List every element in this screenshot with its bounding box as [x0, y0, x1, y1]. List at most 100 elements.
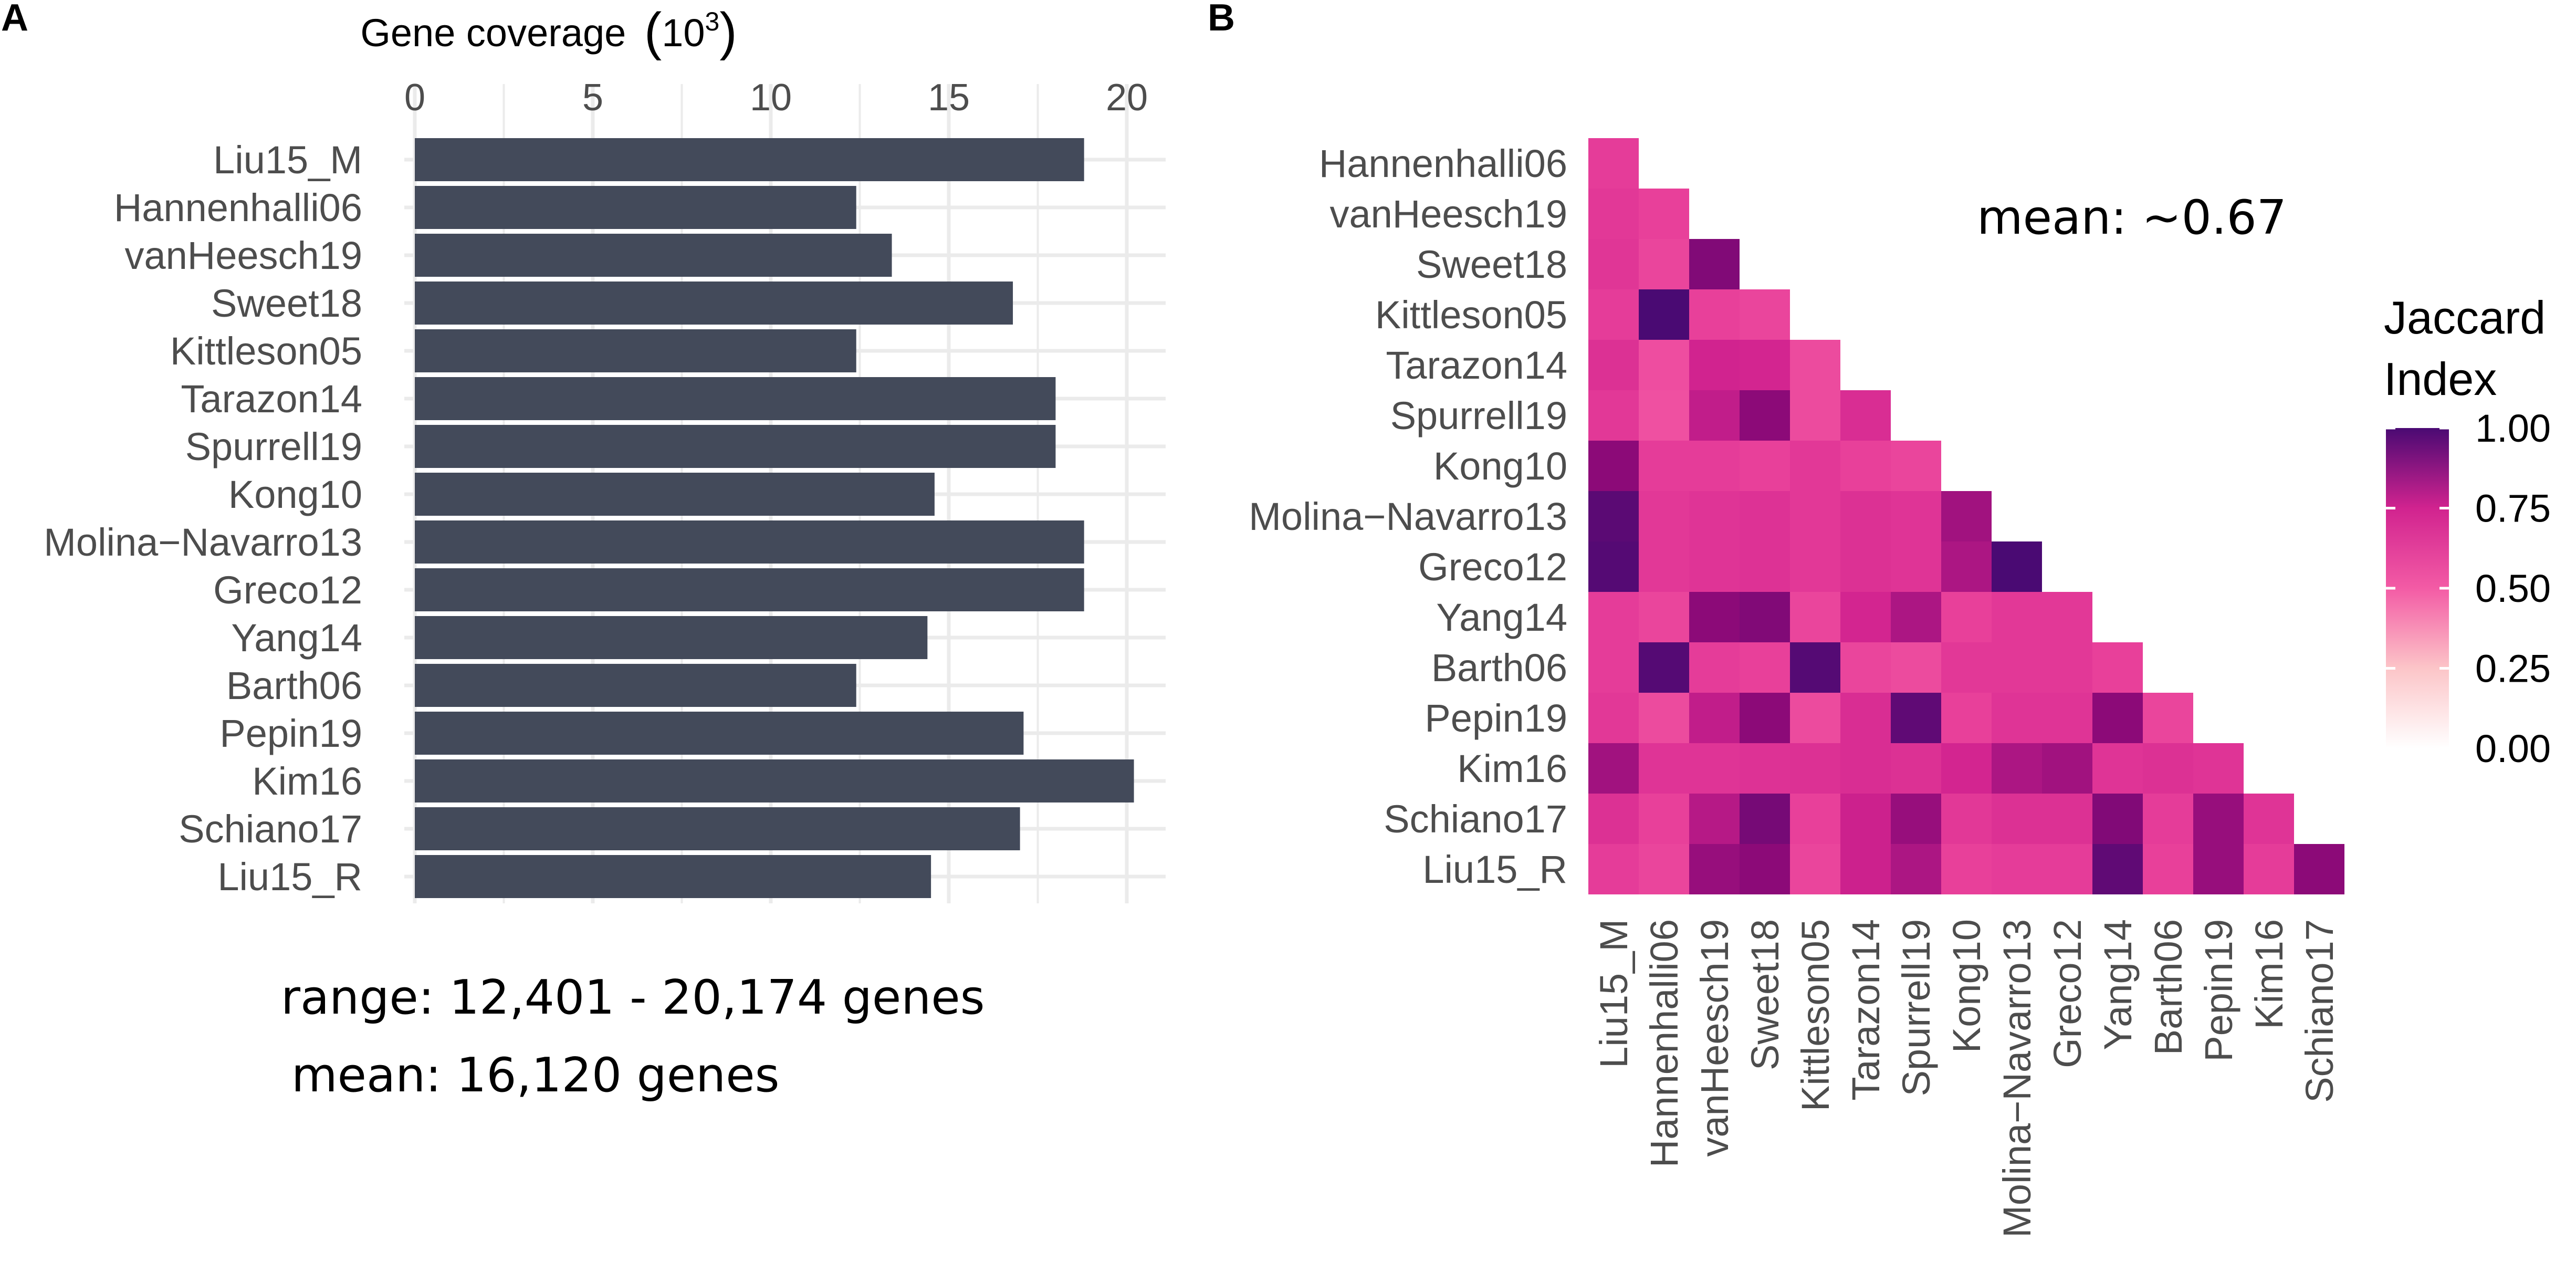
heatmap-cell — [2193, 743, 2244, 794]
heatmap-cell — [1740, 844, 1790, 894]
bar — [415, 186, 856, 229]
category-label: Sweet18 — [211, 282, 362, 325]
heatmap-cell — [1941, 794, 1992, 844]
heatmap-cell — [2092, 794, 2143, 844]
column-label: Hannenhalli06 — [1642, 919, 1686, 1168]
heatmap-cell — [1840, 844, 1891, 894]
heatmap-cell — [2294, 844, 2344, 894]
heatmap-cell — [2092, 693, 2143, 743]
heatmap-cell — [1790, 541, 1840, 592]
heatmap-cell — [1639, 390, 1689, 441]
heatmap-cell — [1740, 441, 1790, 491]
jaccard-legend: Jaccard Index 1.00 0.75 0.50 0.25 0.00 — [2384, 291, 2551, 770]
heatmap-cell — [1840, 794, 1891, 844]
bar-chart-y-ticks: Liu15_MHannenhalli06vanHeesch19Sweet18Ki… — [44, 138, 362, 899]
heatmap-cell — [2042, 794, 2092, 844]
category-label: Kittleson05 — [170, 329, 362, 373]
heatmap-cell — [1891, 693, 1941, 743]
heatmap-cell — [1639, 794, 1689, 844]
column-label: Barth06 — [2146, 919, 2190, 1055]
bar-chart-x-ticks: 0 5 10 15 20 — [404, 77, 1148, 119]
heatmap-cell — [1639, 289, 1689, 340]
column-label: Molina−Navarro13 — [1995, 919, 2039, 1238]
row-label: Greco12 — [1418, 545, 1567, 589]
heatmap-cell — [1740, 289, 1790, 340]
category-label: Liu15_R — [217, 855, 362, 899]
heatmap-cell — [1840, 491, 1891, 541]
heatmap-cell — [2143, 794, 2193, 844]
heatmap-cell — [1588, 441, 1639, 491]
heatmap-cell — [1588, 239, 1639, 289]
heatmap-cell — [1689, 390, 1740, 441]
heatmap-cell — [1588, 340, 1639, 390]
bar — [415, 377, 1056, 420]
row-label: Tarazon14 — [1386, 343, 1567, 387]
column-label: Liu15_M — [1592, 919, 1636, 1068]
coverage-range-annotation: range: 12,401 - 20,174 genes — [281, 970, 985, 1025]
column-label: Sweet18 — [1743, 919, 1787, 1070]
heatmap-cell — [1740, 642, 1790, 693]
heatmap-cell — [1689, 743, 1740, 794]
heatmap-cell — [1639, 340, 1689, 390]
bar — [415, 473, 935, 516]
heatmap-cell — [1689, 541, 1740, 592]
heatmap-cell — [1941, 491, 1992, 541]
heatmap-cell — [1588, 844, 1639, 894]
x-tick-label: 5 — [582, 77, 603, 119]
heatmap-cell — [1941, 541, 1992, 592]
heatmap-cell — [1992, 592, 2042, 642]
category-label: Pepin19 — [219, 712, 362, 755]
row-label: Sweet18 — [1416, 243, 1567, 286]
heatmap-cell — [1992, 541, 2042, 592]
heatmap-cell — [1639, 743, 1689, 794]
heatmap-cell — [1941, 693, 1992, 743]
row-label: Barth06 — [1431, 646, 1567, 690]
bar — [415, 329, 856, 372]
x-axis-title-text: Gene coverage — [360, 11, 626, 55]
heatmap-cell — [1588, 138, 1639, 189]
bar — [415, 759, 1134, 802]
column-label: vanHeesch19 — [1693, 919, 1736, 1157]
row-label: Hannenhalli06 — [1319, 142, 1567, 185]
legend-title-line-1: Jaccard — [2384, 291, 2546, 343]
heatmap-cells — [1588, 138, 2344, 894]
heatmap-cell — [1740, 390, 1790, 441]
heatmap-cell — [1992, 743, 2042, 794]
row-label: Kong10 — [1433, 444, 1567, 488]
bar — [415, 425, 1056, 468]
row-label: Molina−Navarro13 — [1249, 495, 1567, 538]
heatmap-cell — [1941, 642, 1992, 693]
category-label: Molina−Navarro13 — [44, 520, 362, 564]
legend-tick-label: 1.00 — [2475, 407, 2551, 450]
row-label: Kim16 — [1457, 747, 1567, 790]
heatmap-cell — [1639, 592, 1689, 642]
heatmap-cell — [1790, 390, 1840, 441]
row-label: vanHeesch19 — [1329, 192, 1567, 236]
heatmap-cell — [2042, 844, 2092, 894]
heatmap-cell — [1891, 491, 1941, 541]
category-label: Yang14 — [231, 616, 362, 660]
heatmap-cell — [2092, 743, 2143, 794]
heatmap-cell — [2143, 743, 2193, 794]
heatmap-cell — [1689, 794, 1740, 844]
bar — [415, 568, 1084, 611]
heatmap-cell — [1588, 390, 1639, 441]
coverage-mean-annotation: mean: 16,120 genes — [291, 1048, 780, 1103]
column-label: Pepin19 — [2197, 919, 2240, 1062]
heatmap-cell — [2092, 844, 2143, 894]
heatmap-cell — [2244, 844, 2294, 894]
heatmap-cell — [1992, 693, 2042, 743]
row-label: Yang14 — [1436, 596, 1567, 639]
heatmap-cell — [1740, 340, 1790, 390]
legend-title-line-2: Index — [2384, 353, 2497, 405]
heatmap-cell — [2042, 743, 2092, 794]
heatmap-cell — [1941, 844, 1992, 894]
heatmap-cell — [1639, 491, 1689, 541]
legend-ticks: 1.00 0.75 0.50 0.25 0.00 — [2386, 407, 2551, 770]
heatmap-cell — [1588, 693, 1639, 743]
heatmap-cell — [1840, 541, 1891, 592]
heatmap-cell — [1689, 340, 1740, 390]
heatmap-column-labels: Liu15_M Hannenhalli06 vanHeesch19 Sweet18 Ki… — [1592, 919, 2341, 1238]
heatmap-cell — [1588, 794, 1639, 844]
